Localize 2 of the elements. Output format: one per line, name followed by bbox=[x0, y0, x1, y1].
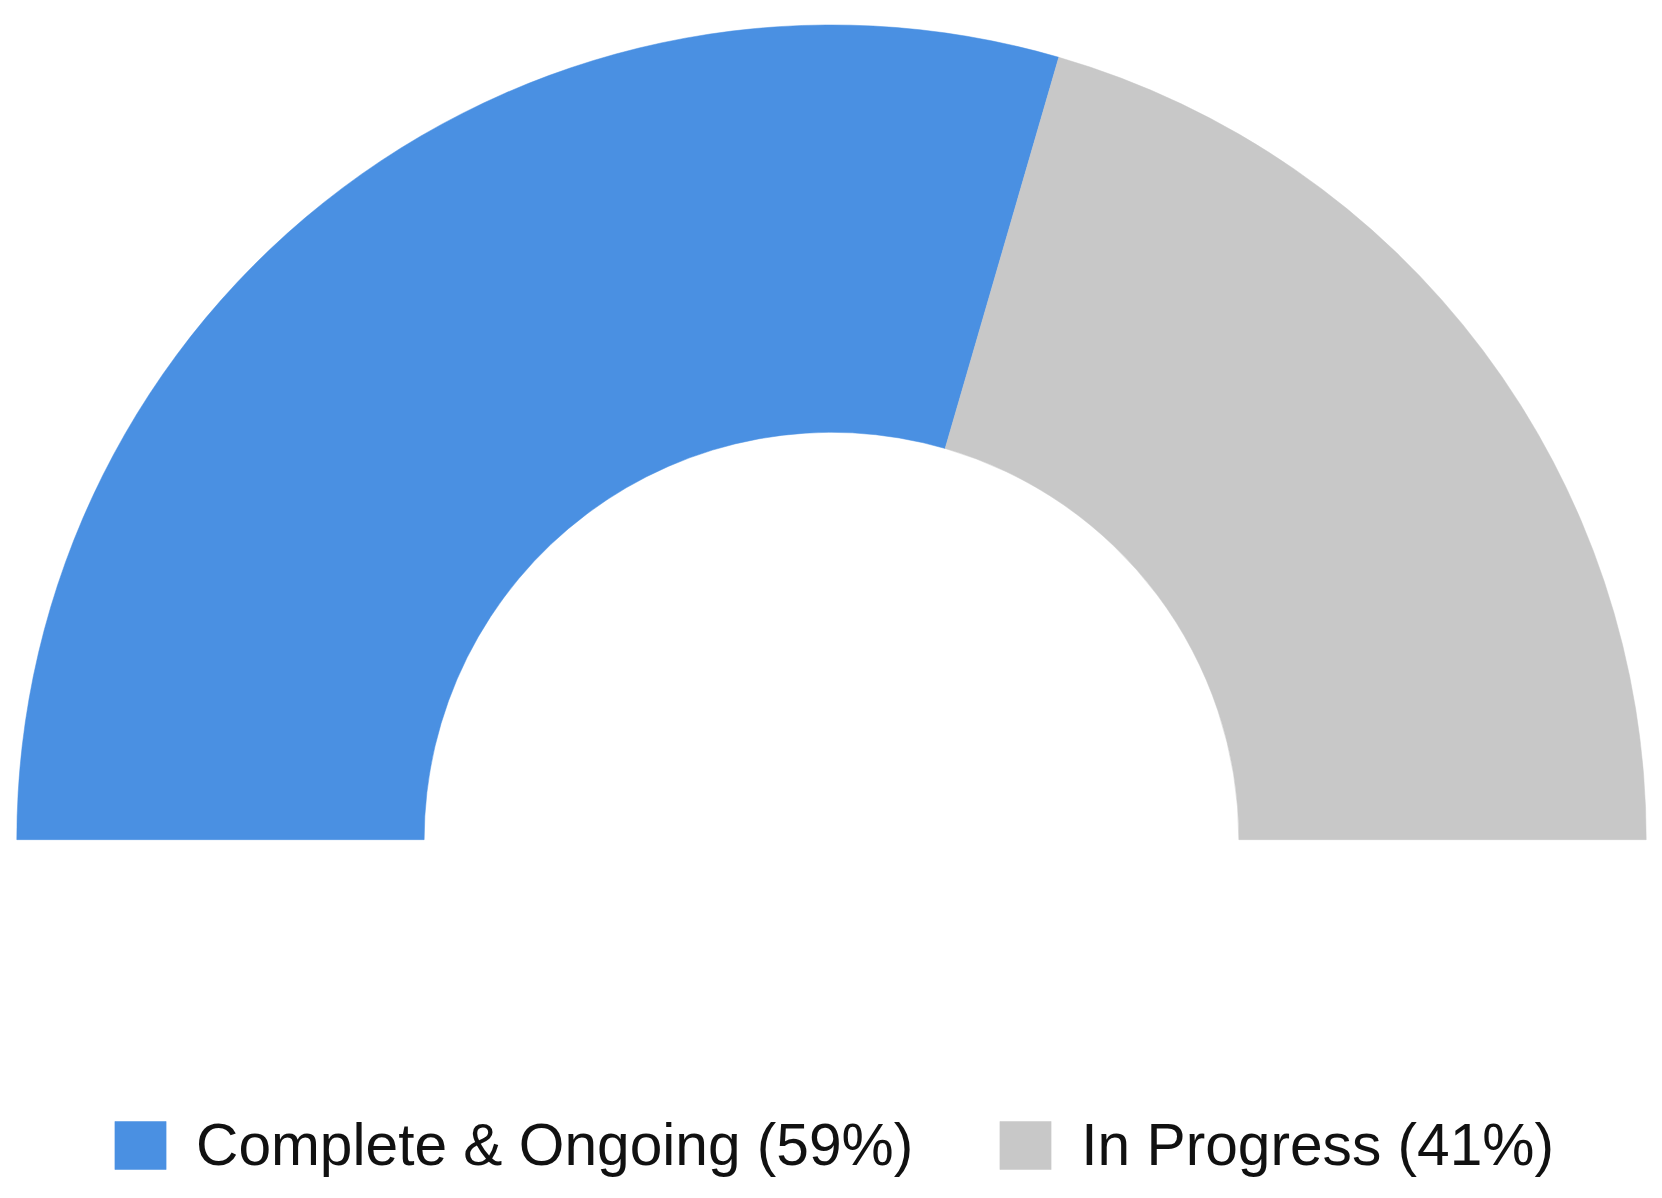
legend-label: In Progress (41%) bbox=[1081, 1111, 1554, 1178]
legend-label: Complete & Ongoing (59%) bbox=[196, 1111, 914, 1178]
